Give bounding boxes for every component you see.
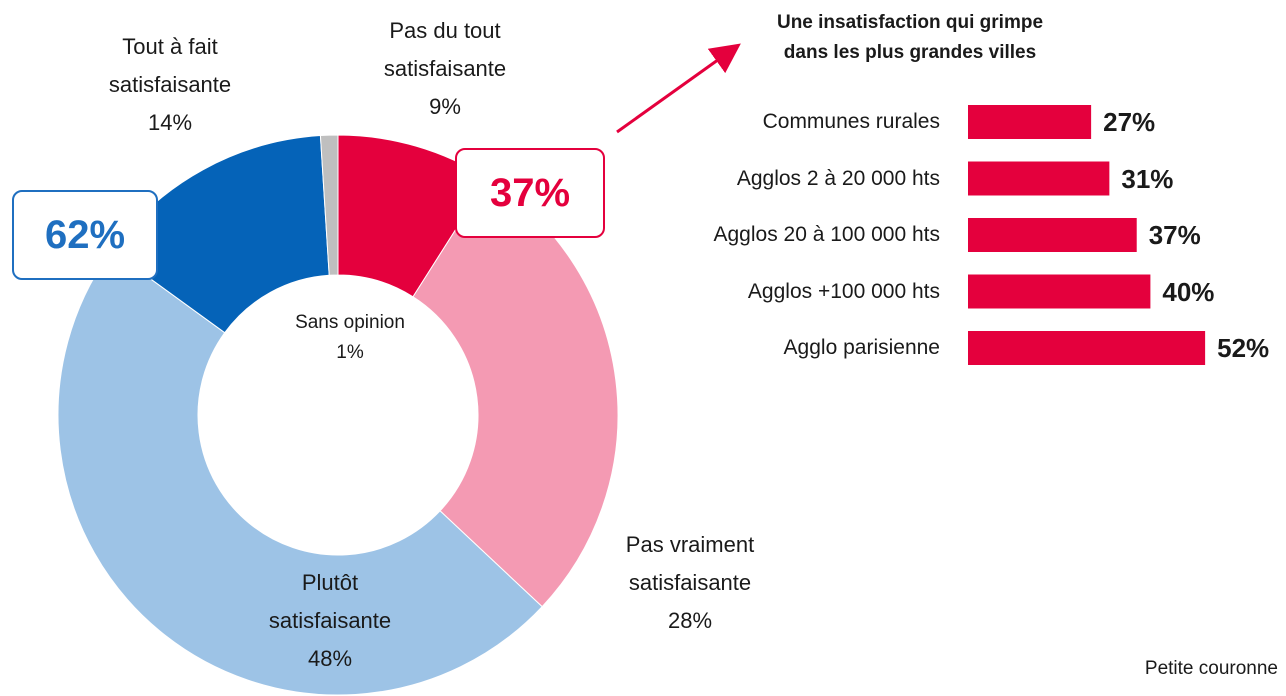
- arrow: [616, 43, 741, 134]
- footnote: Petite couronne: [1144, 658, 1278, 679]
- donut-slice: [412, 177, 619, 608]
- category-label: Communes rurales: [762, 110, 940, 133]
- slice-label: Pas vraiment satisfaisante 28%: [600, 526, 780, 640]
- category-label: Agglos 2 à 20 000 hts: [736, 166, 940, 190]
- bar: [968, 331, 1206, 365]
- bar-title: Une insatisfaction qui grimpe dans les p…: [710, 8, 1110, 68]
- value-label: 31%: [1121, 163, 1174, 194]
- category-label: Agglos +100 000 hts: [747, 279, 940, 303]
- bar: [968, 105, 1092, 139]
- value-label: 37%: [1148, 220, 1201, 250]
- value-label: 9%: [429, 94, 461, 119]
- value-label: 14%: [147, 110, 193, 135]
- category-label: Tout à fait satisfaisante: [108, 34, 232, 97]
- slice-label: Pas du tout satisfaisante 9%: [355, 12, 535, 126]
- category-label: Pas vraiment satisfaisante: [625, 532, 755, 595]
- value-label: 28%: [667, 608, 713, 633]
- bar-title-line: dans les plus grandes villes: [783, 42, 1037, 63]
- donut-slice: [57, 249, 543, 696]
- category-label: Agglo parisienne: [783, 336, 940, 359]
- bar-title-line: Une insatisfaction qui grimpe: [776, 12, 1044, 33]
- category-label: Plutôt satisfaisante: [268, 570, 392, 633]
- donut-slice: [319, 134, 339, 276]
- bar: [968, 161, 1110, 196]
- value-label: 1%: [336, 342, 364, 363]
- summary-box: 62%: [12, 190, 158, 280]
- slice-label: Plutôt satisfaisante 48%: [245, 564, 415, 678]
- value-label: 40%: [1162, 276, 1215, 307]
- value-label: 27%: [1103, 107, 1156, 137]
- slice-label: Sans opinion 1%: [250, 308, 450, 368]
- bar: [968, 274, 1151, 309]
- summary-box: 37%: [455, 148, 605, 238]
- bar: [968, 218, 1137, 252]
- category-label: Agglos 20 à 100 000 hts: [713, 223, 940, 246]
- category-label: Pas du tout satisfaisante: [383, 18, 507, 81]
- value-label: 52%: [1217, 333, 1270, 363]
- slice-label: Tout à fait satisfaisante 14%: [90, 28, 250, 142]
- donut-slice: [110, 135, 330, 334]
- category-label: Sans opinion: [295, 312, 405, 333]
- value-label: 48%: [307, 646, 353, 671]
